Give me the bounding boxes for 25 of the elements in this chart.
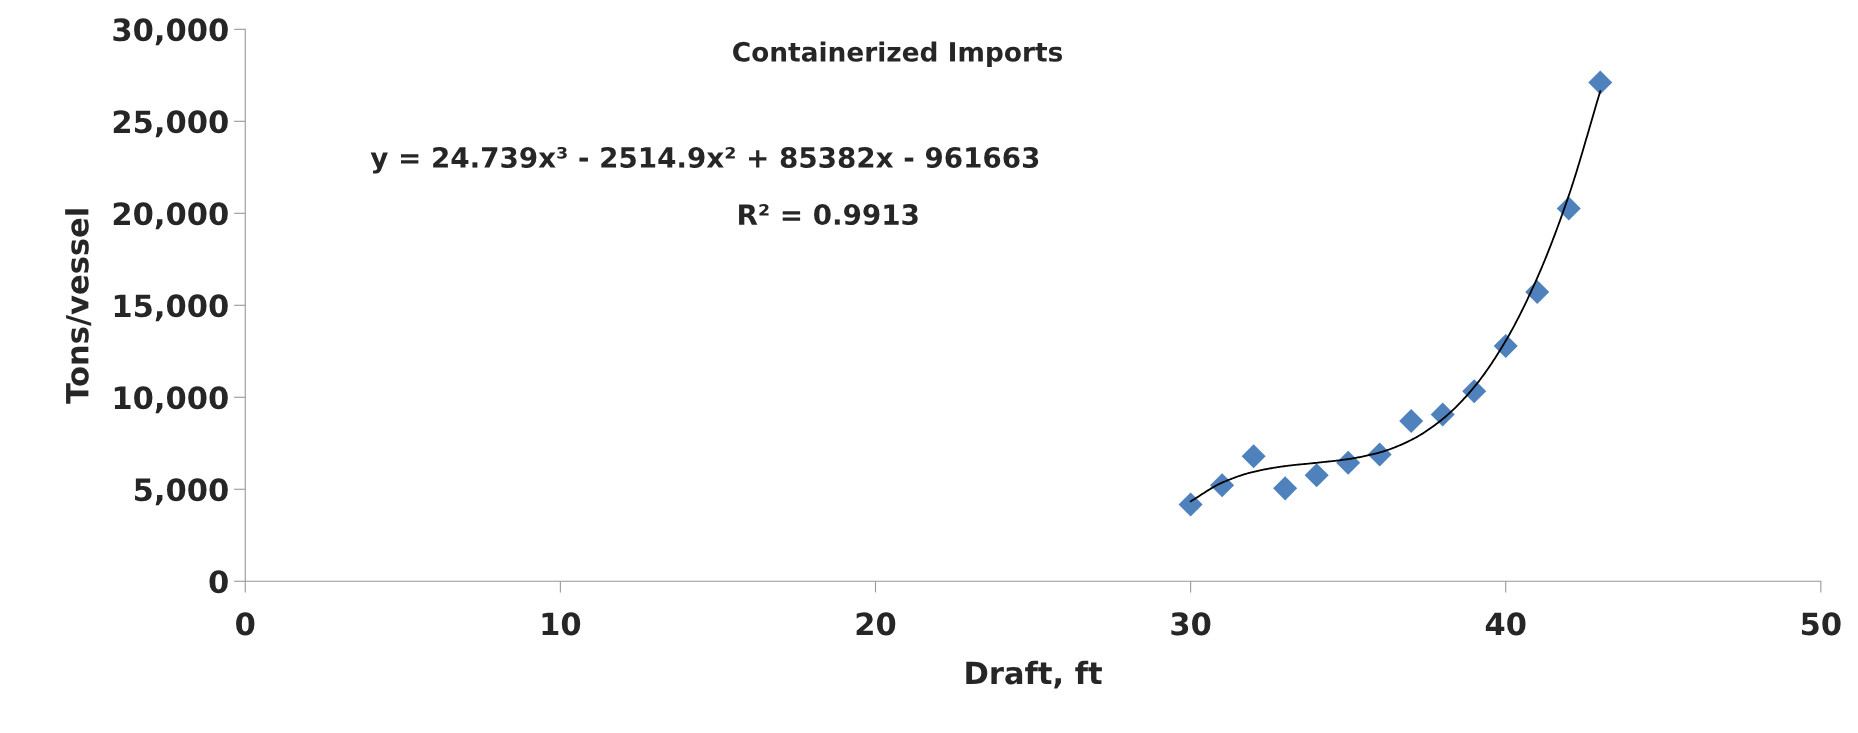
y-tick-label: 10,000 — [114, 386, 228, 414]
point — [1525, 280, 1550, 305]
y-axis-title: Tons/vessel — [65, 209, 92, 404]
y-tick-label: 0 — [209, 570, 228, 594]
x-tick-label: 50 — [1801, 612, 1841, 636]
x-tick-label: 0 — [236, 612, 255, 636]
x-tick-label: 30 — [1171, 612, 1211, 636]
y-tick-label: 25,000 — [113, 110, 228, 138]
y-tick-label: 20,000 — [113, 202, 228, 230]
x-tick-label: 10 — [542, 612, 581, 636]
point — [1178, 492, 1203, 517]
y-tick-label: 30,000 — [113, 18, 228, 46]
annotation: y = 24.739x³ - 2514.9x² + 85382x - 961663 — [370, 146, 1039, 174]
point — [1304, 463, 1329, 488]
annotation: R² = 0.9913 — [739, 204, 918, 226]
point — [1241, 444, 1266, 469]
point — [1399, 408, 1424, 434]
chart-title: Containerized Imports — [733, 41, 1063, 67]
point — [1273, 476, 1298, 501]
x-tick-label: 40 — [1485, 612, 1526, 636]
y-tick-label: 15,000 — [114, 294, 228, 322]
point — [1588, 70, 1613, 95]
x-tick-label: 20 — [856, 612, 896, 636]
x-axis-title: Draft, ft — [966, 660, 1102, 689]
y-tick-label: 5,000 — [135, 478, 228, 506]
